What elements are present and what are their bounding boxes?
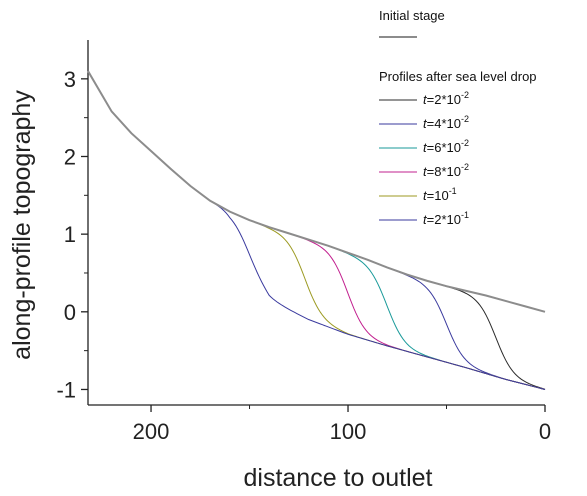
y-axis-title: along-profile topography [8,90,36,360]
legend-initial-label: Initial stage [379,8,445,23]
series-line [87,70,546,390]
legend-label: t=8*10-2 [423,162,469,179]
series-line [87,70,546,390]
chart-series [87,70,546,390]
y-tick-label: 0 [64,300,76,325]
legend-group-title: Profiles after sea level drop [379,69,537,84]
legend-label: t=2*10-2 [423,90,469,107]
series-line [87,70,546,390]
legend-label: t=10-1 [423,186,457,203]
x-tick-label: 100 [330,419,367,444]
x-axis-title: distance to outlet [243,464,432,492]
x-tick-label: 0 [539,419,551,444]
initial-stage-line [87,70,546,313]
legend-label: t=4*10-2 [423,114,469,131]
y-tick-label: 3 [64,67,76,92]
y-tick-label: -1 [56,377,76,402]
x-tick-label: 200 [133,419,170,444]
y-tick-label: 2 [64,144,76,169]
chart-legend: Initial stage Profiles after sea level dr… [379,8,537,227]
legend-label: t=2*10-1 [423,210,469,227]
legend-label: t=6*10-2 [423,138,469,155]
y-tick-label: 1 [64,222,76,247]
series-line [87,70,546,390]
series-line [87,70,546,390]
chart-axes: 3 2 1 0 -1 200 100 0 [56,40,551,444]
series-line [87,70,546,390]
